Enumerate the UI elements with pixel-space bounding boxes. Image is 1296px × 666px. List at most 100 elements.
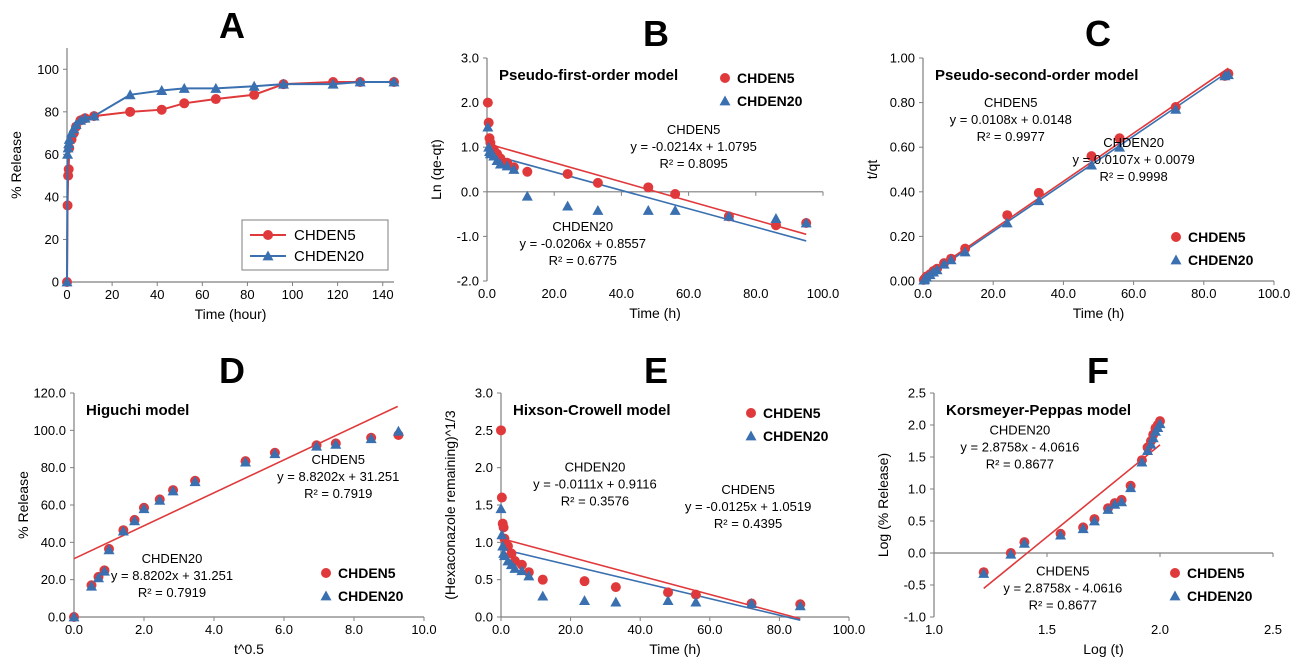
data-point — [509, 562, 521, 573]
legend-marker — [321, 568, 331, 578]
series-chden20 — [918, 69, 1234, 285]
data-point — [311, 440, 323, 451]
data-point — [156, 85, 168, 95]
y-tick-label: -0.5 — [904, 578, 926, 593]
y-tick-label: 0 — [52, 275, 59, 290]
x-tick-label: 100.0 — [833, 622, 866, 637]
y-axis-title: % Release — [15, 471, 31, 539]
y-tick-label: 0.00 — [890, 274, 915, 289]
data-point — [483, 141, 495, 152]
y-tick-label: 0.0 — [461, 184, 479, 199]
data-point — [138, 503, 150, 514]
data-point — [521, 190, 533, 201]
data-point — [522, 166, 533, 177]
trendline-chden5 — [73, 405, 399, 560]
annotation-line: CHDEN5 — [667, 122, 720, 137]
legend-marker — [1170, 568, 1180, 578]
data-point — [610, 582, 621, 593]
data-point — [690, 589, 701, 600]
y-tick-label: 1.5 — [475, 498, 493, 513]
data-point — [269, 448, 281, 459]
data-point — [1001, 217, 1013, 228]
legend-label: CHDEN20 — [1188, 252, 1254, 268]
series-chden20 — [482, 121, 812, 228]
data-point — [1088, 515, 1100, 526]
legend-marker — [1169, 590, 1181, 601]
data-point — [154, 494, 166, 505]
data-point — [642, 205, 654, 215]
y-axis-title: % Release — [8, 131, 24, 199]
data-point — [1136, 456, 1148, 467]
data-point — [723, 210, 735, 221]
y-tick-label: 0.80 — [890, 95, 915, 110]
panel-letter: E — [644, 350, 668, 391]
y-tick-label: 1.0 — [461, 140, 479, 155]
data-point — [1086, 151, 1097, 162]
legend-marker — [745, 430, 757, 441]
data-point — [945, 254, 957, 265]
data-point — [1033, 187, 1044, 198]
legend-label: CHDEN5 — [1187, 565, 1245, 581]
data-point — [88, 110, 100, 121]
chart-title: Pseudo-first-order model — [499, 67, 678, 84]
legend-label: CHDEN20 — [1187, 588, 1253, 604]
x-tick-label: 2.0 — [135, 622, 153, 637]
x-tick-label: 10.0 — [411, 622, 436, 637]
data-point — [800, 217, 812, 228]
series-chden20 — [61, 76, 400, 287]
data-point — [129, 515, 141, 526]
data-point — [62, 148, 74, 159]
data-point — [248, 80, 260, 91]
data-point — [1154, 418, 1166, 429]
data-point — [1147, 432, 1159, 443]
x-tick-label: 0.0 — [914, 286, 932, 301]
annotation-line: CHDEN5 — [312, 452, 365, 467]
y-tick-label: 3.0 — [475, 386, 493, 401]
y-tick-label: 80 — [45, 104, 59, 119]
panel-a: A 0 20 40 60 80 100 0 20 40 60 80 100 120 140 Time (hou… — [8, 5, 400, 322]
y-tick-label: 0.0 — [475, 610, 493, 625]
y-tick-label: 80.0 — [41, 460, 66, 475]
data-point — [1222, 69, 1234, 80]
data-point — [240, 456, 251, 467]
legend-label: CHDEN5 — [294, 227, 356, 244]
x-tick-label: 20.0 — [542, 286, 567, 301]
legend: CHDEN5 CHDEN20 — [241, 219, 389, 271]
panel-letter: F — [1087, 350, 1109, 391]
y-tick-label: 3.0 — [461, 51, 479, 66]
x-tick-label: 20.0 — [558, 622, 583, 637]
annotation-line: R² = 0.8095 — [659, 156, 727, 171]
data-point — [497, 540, 509, 551]
legend-box — [241, 219, 389, 271]
x-tick-label: 80.0 — [1191, 286, 1216, 301]
data-point — [938, 258, 950, 269]
data-point — [63, 133, 75, 144]
legend-label: CHDEN20 — [294, 248, 364, 265]
annotation-line: R² = 0.7919 — [304, 486, 372, 501]
data-point — [93, 572, 104, 583]
data-point — [495, 503, 507, 514]
annotation-line: y = -0.0214x + 1.0795 — [630, 139, 756, 154]
fit-annotation: CHDEN5 y = 0.0108x + 0.0148 R² = 0.9977 — [950, 95, 1072, 144]
y-tick-label: 2.0 — [461, 95, 479, 110]
legend-marker — [262, 250, 274, 261]
y-tick-label: 2.0 — [475, 460, 493, 475]
legend-marker — [719, 95, 731, 106]
data-point — [63, 164, 74, 175]
annotation-line: R² = 0.4395 — [714, 516, 782, 531]
data-point — [959, 246, 971, 257]
x-tick-label: 20 — [105, 287, 119, 302]
data-point — [562, 200, 574, 211]
data-point — [1085, 159, 1097, 170]
data-point — [592, 205, 604, 215]
x-tick-label: 2.0 — [1151, 622, 1169, 637]
legend-label: CHDEN20 — [338, 588, 404, 604]
data-point — [592, 177, 603, 188]
panel-e: E 0.0 0.5 1.0 1.5 2.0 2.5 3.0 0.0 20.0 40.0 60.0 80.… — [442, 350, 865, 657]
annotation-line: y = 8.8202x + 31.251 — [277, 469, 399, 484]
data-point — [498, 522, 509, 533]
data-point — [1018, 537, 1030, 548]
legend-marker — [1170, 254, 1182, 265]
data-point — [277, 78, 289, 89]
data-point — [117, 525, 129, 536]
